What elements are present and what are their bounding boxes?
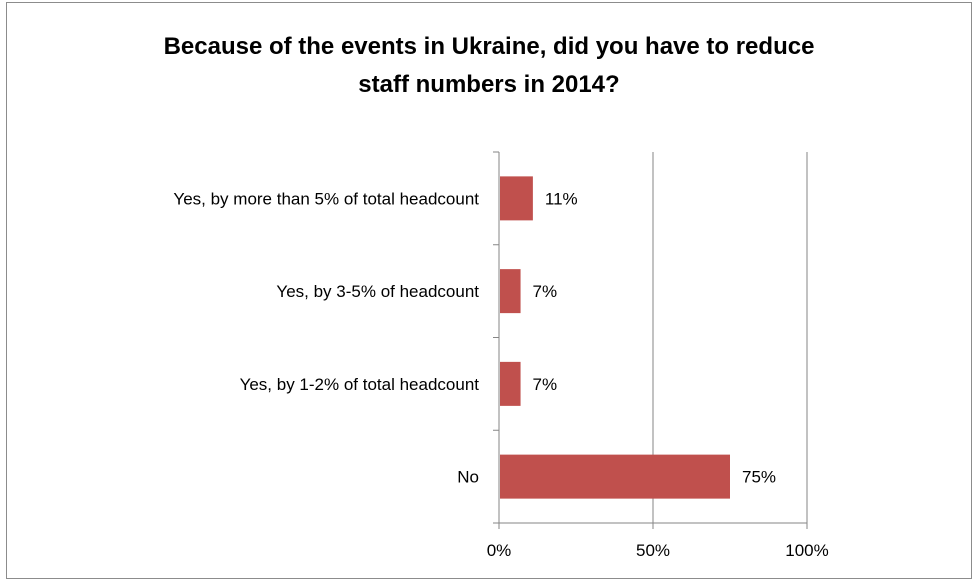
data-label: 7% — [533, 282, 558, 301]
chart-frame — [6, 2, 972, 579]
category-label: Yes, by 1-2% of total headcount — [240, 375, 480, 394]
data-label: 7% — [533, 375, 558, 394]
bar — [500, 269, 521, 314]
category-label: Yes, by 3-5% of headcount — [276, 282, 479, 301]
data-label: 11% — [545, 189, 578, 208]
data-label: 75% — [742, 468, 776, 487]
bar — [500, 454, 730, 499]
bar — [500, 361, 521, 406]
category-label: Yes, by more than 5% of total headcount — [173, 189, 479, 208]
category-label: No — [457, 468, 479, 487]
x-tick-label: 0% — [487, 541, 512, 560]
bar — [500, 176, 533, 221]
x-tick-label: 50% — [636, 541, 670, 560]
x-tick-label: 100% — [785, 541, 828, 560]
chart-title: Because of the events in Ukraine, did yo… — [163, 33, 815, 98]
